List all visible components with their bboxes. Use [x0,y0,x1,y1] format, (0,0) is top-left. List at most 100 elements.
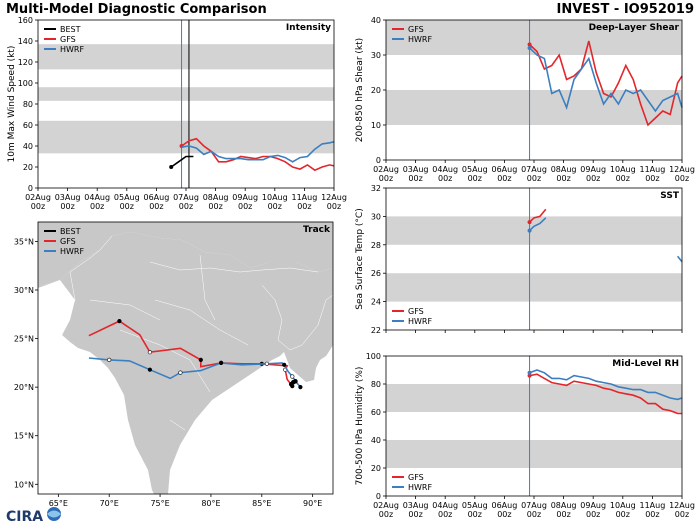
track-xtick-label-5: 90°E [303,499,322,508]
shear-legend-label-gfs: GFS [408,25,424,34]
intensity-ytick-label-6: 120 [18,58,33,67]
intensity-series-gfs-1 [181,137,335,172]
shear-ytick-label-2: 20 [371,86,381,95]
border-west [61,235,113,336]
shear-xtick-sublabel-8: 00z [616,174,630,183]
track-ytick-label-3: 25°N [14,335,34,344]
intensity-xtick-sublabel-6: 00z [208,202,222,211]
shear-xtick-label-0: 02Aug [373,165,399,174]
shear-ytick-label-4: 40 [371,16,381,25]
track-series [88,319,303,390]
rh-xtick-sublabel-5: 00z [527,510,541,519]
intensity-ytick-label-4: 80 [23,100,33,109]
intensity-legend-label-best: BEST [60,25,81,34]
shear-xtick-sublabel-2: 00z [438,174,452,183]
rh-title: Mid-Level RH [612,359,679,369]
rh-xtick-sublabel-0: 00z [379,510,393,519]
rh-xtick-sublabel-6: 00z [556,510,570,519]
shear-ytick-label-3: 30 [371,51,381,60]
sst-band-0 [386,273,682,302]
shear-xtick-label-2: 04Aug [432,165,458,174]
intensity-xtick-sublabel-5: 00z [179,202,193,211]
intensity-xtick-sublabel-7: 00z [238,202,252,211]
rh-xtick-label-9: 11Aug [639,501,665,510]
rh-xtick-sublabel-1: 00z [408,510,422,519]
rh-ytick-label-1: 20 [371,464,381,473]
rh-xtick-label-3: 05Aug [462,501,488,510]
sst-band-1 [386,216,682,245]
track-point-hwrf-10 [178,370,183,375]
track-point-hwrf-14 [107,357,112,363]
track-frame [37,221,334,495]
sst-series-hwrf-start-1 [527,228,532,233]
gulf-of-kutch [38,330,62,350]
intensity-ytick-label-0: 0 [28,184,33,193]
shear-band-0 [386,90,682,125]
sst-plot-area [386,188,682,330]
rh-xtick-sublabel-2: 00z [438,510,452,519]
track-legend-label-hwrf: HWRF [60,247,84,256]
rh-xtick-label-0: 02Aug [373,501,399,510]
map-land [38,222,333,494]
intensity-xtick-sublabel-8: 00z [268,202,282,211]
himalaya-land [38,222,333,288]
state-line-4 [199,254,216,321]
shear-xtick-label-4: 06Aug [491,165,517,174]
sst-ytick-label-2: 26 [371,269,381,278]
intensity-xtick-label-1: 03Aug [55,193,81,202]
intensity-band-0 [38,120,334,154]
rh-ytick-label-0: 0 [376,492,381,501]
rh-panel: 02040608010002Aug00z03Aug00z04Aug00z05Au… [355,352,695,519]
map-borders [61,235,334,431]
rh-band-1 [386,384,682,412]
state-line-1 [154,299,249,346]
intensity-ytick-label-2: 40 [23,142,33,151]
shear-xtick-sublabel-10: 00z [675,174,689,183]
track-point-gfs-10 [147,350,152,355]
sst-legend-label-gfs: GFS [408,307,424,316]
shear-series-gfs-0 [529,40,683,127]
shear-xtick-sublabel-4: 00z [497,174,511,183]
state-line-2 [119,329,211,393]
track-legend-label-gfs: GFS [60,237,76,246]
shear-xtick-sublabel-0: 00z [379,174,393,183]
intensity-xtick-label-9: 11Aug [291,193,317,202]
shear-xtick-label-8: 10Aug [610,165,636,174]
track-ytick-label-5: 35°N [14,237,34,246]
sst-ytick-label-1: 24 [371,298,381,307]
rh-xtick-sublabel-8: 00z [616,510,630,519]
shear-xtick-label-3: 05Aug [462,165,488,174]
shear-ytick-label-0: 0 [376,156,381,165]
border-east [261,284,334,351]
track-point-hwrf-4 [282,362,287,367]
track-ytick-label-1: 15°N [14,432,34,441]
track-xtick-label-4: 85°E [252,499,271,508]
intensity-xtick-sublabel-10: 00z [327,202,341,211]
rh-xtick-label-1: 03Aug [403,501,429,510]
intensity-xtick-label-5: 07Aug [173,193,199,202]
intensity-xtick-sublabel-3: 00z [120,202,134,211]
shear-series-gfs-start-0 [527,42,532,47]
rh-ytick-label-2: 40 [371,436,381,445]
track-point-hwrf-2 [290,374,295,379]
rh-xtick-label-8: 10Aug [610,501,636,510]
intensity-ytick-label-1: 20 [23,163,33,172]
track-xtick-label-2: 75°E [150,499,169,508]
intensity-legend-label-gfs: GFS [60,35,76,44]
sst-ytick-label-0: 22 [371,326,381,335]
rh-series-gfs-0 [529,373,682,415]
logo-globe-swirl [47,510,61,518]
sst-ytick-label-4: 30 [371,212,381,221]
intensity-xtick-label-0: 02Aug [25,193,51,202]
shear-xtick-label-9: 11Aug [639,165,665,174]
rh-legend-label-gfs: GFS [408,473,424,482]
track-point-gfs-12 [117,319,122,324]
shear-xtick-sublabel-5: 00z [527,174,541,183]
rh-xtick-label-4: 06Aug [491,501,517,510]
intensity-panel: 02040608010012014016002Aug00z03Aug00z04A… [7,16,347,211]
rh-xtick-label-2: 04Aug [432,501,458,510]
rh-legend-label-hwrf: HWRF [408,483,432,492]
intensity-ylabel: 10m Max Wind Speed (kt) [7,46,17,163]
rh-xtick-sublabel-3: 00z [468,510,482,519]
